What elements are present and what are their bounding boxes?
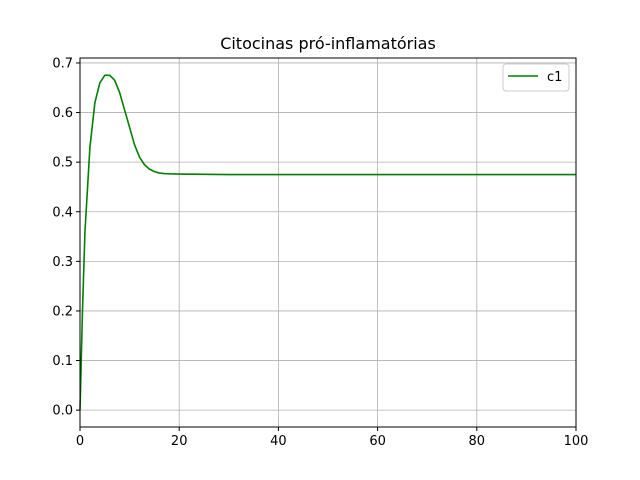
series-line-c1 xyxy=(79,74,576,411)
y-tick-label: 0.4 xyxy=(52,205,73,220)
y-tick-label: 0.3 xyxy=(52,255,73,270)
legend-label-c1: c1 xyxy=(547,70,562,85)
legend: c1 xyxy=(502,63,570,92)
axes-frame xyxy=(79,57,577,428)
y-tick-label: 0.7 xyxy=(52,56,73,71)
ticks: 0 20 40 60 80 100 0.0 0.1 0.2 0.3 0.4 0.5 0.6 0.7 xyxy=(52,56,588,449)
series-layer xyxy=(79,74,576,411)
x-tick-label: 0 xyxy=(76,434,84,449)
y-tick-label: 0.2 xyxy=(52,304,73,319)
x-tick-label: 80 xyxy=(469,434,486,449)
grid-lines xyxy=(79,58,577,427)
x-tick-label: 100 xyxy=(564,434,589,449)
y-tick-label: 0.5 xyxy=(52,156,73,171)
chart-title: Citocinas pró-inflamatórias xyxy=(220,34,436,53)
legend-box xyxy=(502,63,570,92)
x-tick-label: 20 xyxy=(171,434,188,449)
y-tick-label: 0.0 xyxy=(52,404,73,419)
y-tick-label: 0.1 xyxy=(52,354,73,369)
y-tick-label: 0.6 xyxy=(52,106,73,121)
x-tick-label: 40 xyxy=(270,434,287,449)
x-tick-label: 60 xyxy=(369,434,386,449)
